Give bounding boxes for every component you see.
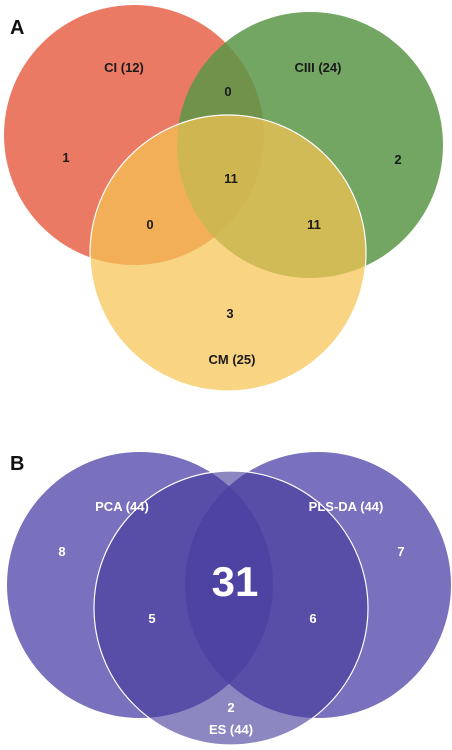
region-plsda-es: 6 bbox=[309, 611, 316, 626]
set-label-pca: PCA (44) bbox=[95, 499, 149, 514]
region-ciii-only: 2 bbox=[394, 152, 401, 167]
panel-b-label: B bbox=[10, 453, 24, 475]
set-label-es: ES (44) bbox=[209, 722, 253, 737]
panel-a: A CI (12) CIII (24) CM (25) 1 2 3 0 0 11… bbox=[4, 5, 443, 392]
panel-a-label: A bbox=[10, 17, 24, 39]
region-all-b: 31 bbox=[212, 558, 259, 605]
set-label-ciii: CIII (24) bbox=[295, 60, 342, 75]
venn-circle-cm bbox=[89, 114, 367, 392]
region-pca-es: 5 bbox=[148, 611, 155, 626]
region-ci-cm: 0 bbox=[146, 217, 153, 232]
region-plsda-only: 7 bbox=[397, 544, 404, 559]
set-label-plsda: PLS-DA (44) bbox=[309, 499, 384, 514]
region-ci-ciii: 0 bbox=[224, 84, 231, 99]
region-cm-only: 3 bbox=[226, 306, 233, 321]
set-label-ci: CI (12) bbox=[104, 60, 144, 75]
set-label-cm: CM (25) bbox=[209, 352, 256, 367]
region-ciii-cm: 11 bbox=[307, 217, 321, 232]
region-ci-only: 1 bbox=[62, 150, 69, 165]
region-es-only: 2 bbox=[227, 700, 234, 715]
region-pca-only: 8 bbox=[58, 544, 65, 559]
panel-b: B PCA (44) PLS-DA (44) ES (44) 8 7 2 5 6… bbox=[7, 452, 451, 746]
region-all-a: 11 bbox=[224, 171, 238, 186]
